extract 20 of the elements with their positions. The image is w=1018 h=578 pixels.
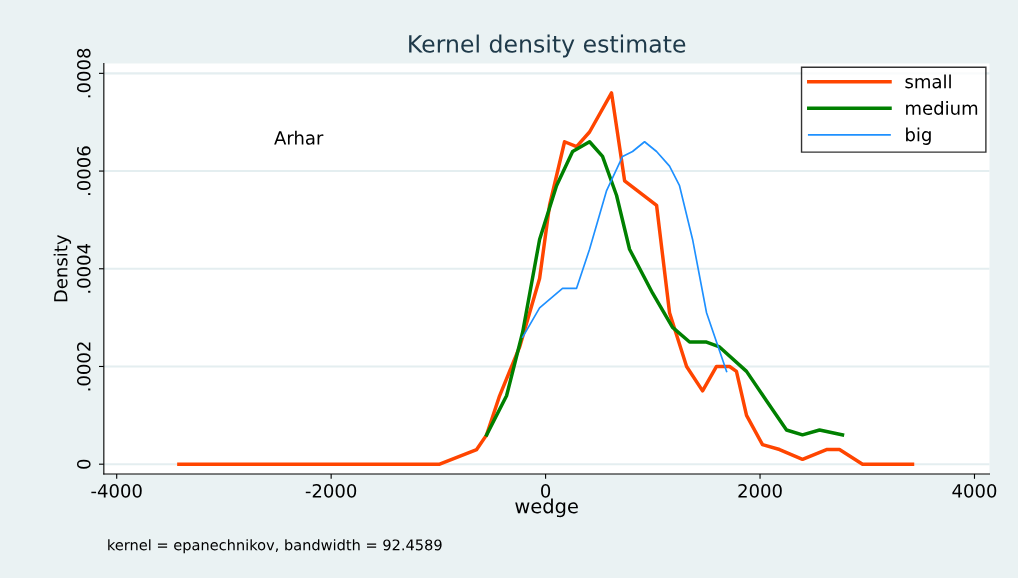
legend-label: medium bbox=[906, 100, 978, 115]
x-tick-label: 2000 bbox=[738, 484, 782, 498]
x-tick-label: 4000 bbox=[952, 484, 997, 498]
legend-label: big bbox=[906, 127, 931, 145]
y-tick-label: 0 bbox=[76, 459, 91, 469]
line-series bbox=[484, 140, 845, 437]
line-series bbox=[521, 140, 728, 373]
x-tick-label: 0 bbox=[541, 484, 551, 498]
legend-label: small bbox=[905, 74, 951, 89]
y-tick-label: .0002 bbox=[76, 342, 91, 391]
x-axis-title: wedge bbox=[515, 498, 578, 518]
chart-title: Kernel density estimate bbox=[409, 34, 686, 58]
y-tick-label: .0004 bbox=[76, 243, 91, 293]
y-axis-title: Density bbox=[53, 234, 72, 302]
x-tick-label: -2000 bbox=[305, 484, 357, 498]
y-tick-label: .0008 bbox=[76, 48, 91, 98]
y-tick-label: .0006 bbox=[76, 146, 91, 195]
text: kernel = epanechnikov, bandwidth = 92.4589 bbox=[108, 539, 442, 554]
annotation: Arhar bbox=[274, 130, 324, 145]
x-tick-label: -4000 bbox=[91, 484, 142, 498]
